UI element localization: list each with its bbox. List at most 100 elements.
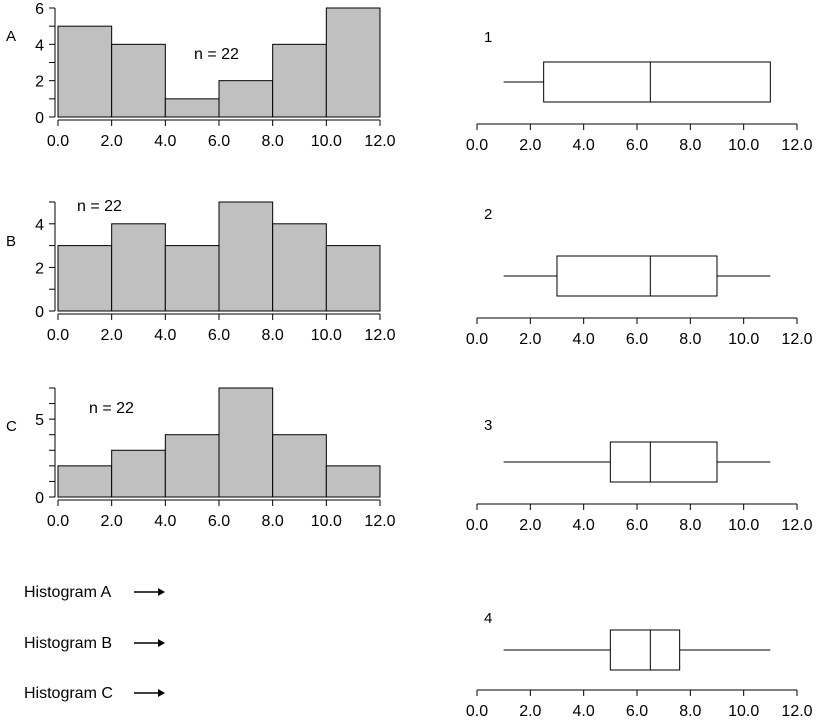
boxplot-x-tick-label: 2.0	[519, 137, 541, 154]
boxplot-4: 0.0 2.0 4.0 6.0 8.0 10.0 12.0 4	[466, 610, 813, 720]
boxplot-x-tick-label: 2.0	[519, 703, 541, 720]
boxplot-x-tick-label: 2.0	[519, 331, 541, 348]
histogram-bar	[325, 245, 381, 312]
histogram-bar	[164, 245, 220, 312]
histogram-x-tick-label: 0.0	[47, 513, 69, 530]
histogram-x-tick-label: 8.0	[262, 133, 284, 150]
boxplot-panel-label: 2	[484, 206, 492, 223]
histogram-x-tick-label: 12.0	[364, 133, 395, 150]
boxplot-x-tick-label: 10.0	[728, 703, 759, 720]
histogram-bar	[272, 434, 327, 498]
boxplot-x-tick-label: 6.0	[626, 137, 648, 154]
histogram-x-tick-label: 4.0	[154, 513, 176, 530]
histogram-y-tick-label: 0	[35, 110, 44, 127]
histogram-panel-label: A	[6, 28, 16, 45]
boxplot-3: 0.0 2.0 4.0 6.0 8.0 10.0 12.0 3	[466, 417, 813, 534]
matching-legend: Histogram A Histogram B Histogram C	[24, 584, 165, 702]
boxplot-x-tick-label: 10.0	[728, 517, 759, 534]
histogram-y-tick-label: 2	[35, 74, 44, 91]
boxplot-1: 0.0 2.0 4.0 6.0 8.0 10.0 12.0 1	[466, 29, 813, 154]
histogram-bar	[111, 43, 166, 118]
histogram-sample-size-label: n = 22	[194, 46, 239, 63]
histogram-x-tick-label: 0.0	[47, 133, 69, 150]
boxplot-x-tick-label: 6.0	[626, 703, 648, 720]
histogram-bar	[57, 25, 113, 118]
boxplot-x-tick-label: 8.0	[679, 517, 701, 534]
arrow-right-icon	[158, 639, 165, 647]
histogram-bar	[272, 223, 327, 312]
histogram-bar	[272, 43, 327, 118]
histogram-x-tick-label: 8.0	[262, 513, 284, 530]
boxplot-x-tick-label: 0.0	[466, 517, 488, 534]
boxplot-x-tick-label: 10.0	[728, 331, 759, 348]
boxplot-panel-label: 3	[484, 417, 492, 434]
histogram-x-tick-label: 10.0	[311, 133, 342, 150]
boxplot-x-tick-label: 12.0	[781, 137, 812, 154]
histogram-x-tick-label: 4.0	[154, 327, 176, 344]
histogram-panel-label: B	[6, 233, 16, 250]
histogram-x-tick-label: 6.0	[208, 513, 230, 530]
histogram-x-tick-label: 12.0	[364, 513, 395, 530]
histogram-bar	[111, 223, 166, 312]
histogram-a: 0.0 2.0 4.0 6.0 8.0 10.0 12.0 0 2 4 6 An = 22	[6, 1, 396, 150]
legend-item-label: Histogram C	[24, 685, 113, 702]
histogram-x-tick-label: 10.0	[311, 513, 342, 530]
boxplot-x-tick-label: 0.0	[466, 137, 488, 154]
histogram-y-tick-label: 0	[35, 304, 44, 321]
arrow-right-icon	[158, 588, 165, 596]
histogram-x-tick-label: 12.0	[364, 327, 395, 344]
histogram-x-tick-label: 0.0	[47, 327, 69, 344]
boxplot-x-tick-label: 0.0	[466, 703, 488, 720]
histogram-sample-size-label: n = 22	[89, 400, 134, 417]
boxplot-x-tick-label: 12.0	[781, 331, 812, 348]
histogram-sample-size-label: n = 22	[77, 198, 122, 215]
boxplot-box	[609, 441, 718, 483]
boxplot-x-tick-label: 4.0	[573, 331, 595, 348]
histogram-y-tick-label: 4	[35, 37, 44, 54]
legend-item-label: Histogram A	[24, 584, 111, 601]
histogram-b: 0.0 2.0 4.0 6.0 8.0 10.0 12.0 0 2 4 Bn = 22	[6, 198, 396, 344]
legend-item: Histogram A	[24, 584, 165, 601]
boxplot-x-tick-label: 2.0	[519, 517, 541, 534]
histogram-c: 0.0 2.0 4.0 6.0 8.0 10.0 12.0 0 5 Cn = 22	[6, 387, 396, 530]
histogram-x-tick-label: 2.0	[101, 513, 123, 530]
boxplot-x-tick-label: 8.0	[679, 703, 701, 720]
boxplot-x-tick-label: 4.0	[573, 517, 595, 534]
histogram-x-tick-label: 4.0	[154, 133, 176, 150]
histogram-bar	[164, 98, 220, 118]
histogram-y-tick-label: 5	[35, 412, 44, 429]
histogram-panel-label: C	[6, 418, 17, 435]
boxplot-panel-label: 4	[484, 610, 492, 627]
histogram-y-tick-label: 0	[35, 490, 44, 507]
histogram-y-tick-label: 4	[35, 217, 44, 234]
histogram-bar	[111, 449, 166, 498]
boxplot-x-tick-label: 4.0	[573, 703, 595, 720]
boxplot-x-tick-label: 12.0	[781, 703, 812, 720]
histogram-bar	[164, 434, 220, 498]
arrow-right-icon	[158, 689, 165, 697]
boxplot-box	[543, 61, 771, 103]
legend-item: Histogram C	[24, 685, 165, 702]
histogram-bar	[218, 387, 274, 498]
boxplot-x-tick-label: 8.0	[679, 137, 701, 154]
boxplot-x-tick-label: 10.0	[728, 137, 759, 154]
histogram-y-tick-label: 6	[35, 1, 44, 18]
legend-item: Histogram B	[24, 635, 165, 652]
boxplot-x-tick-label: 0.0	[466, 331, 488, 348]
legend-item-label: Histogram B	[24, 635, 112, 652]
histogram-bar	[218, 201, 274, 312]
boxplot-box	[609, 629, 681, 671]
boxplot-x-tick-label: 6.0	[626, 331, 648, 348]
histogram-x-tick-label: 2.0	[101, 327, 123, 344]
histogram-x-tick-label: 2.0	[101, 133, 123, 150]
boxplot-x-tick-label: 6.0	[626, 517, 648, 534]
boxplot-x-tick-label: 12.0	[781, 517, 812, 534]
histogram-y-tick-label: 2	[35, 260, 44, 277]
histogram-bar	[218, 80, 274, 118]
histogram-x-tick-label: 6.0	[208, 133, 230, 150]
boxplot-2: 0.0 2.0 4.0 6.0 8.0 10.0 12.0 2	[466, 206, 813, 348]
histogram-bar	[57, 465, 113, 498]
histogram-x-tick-label: 8.0	[262, 327, 284, 344]
histogram-bar	[325, 465, 381, 498]
